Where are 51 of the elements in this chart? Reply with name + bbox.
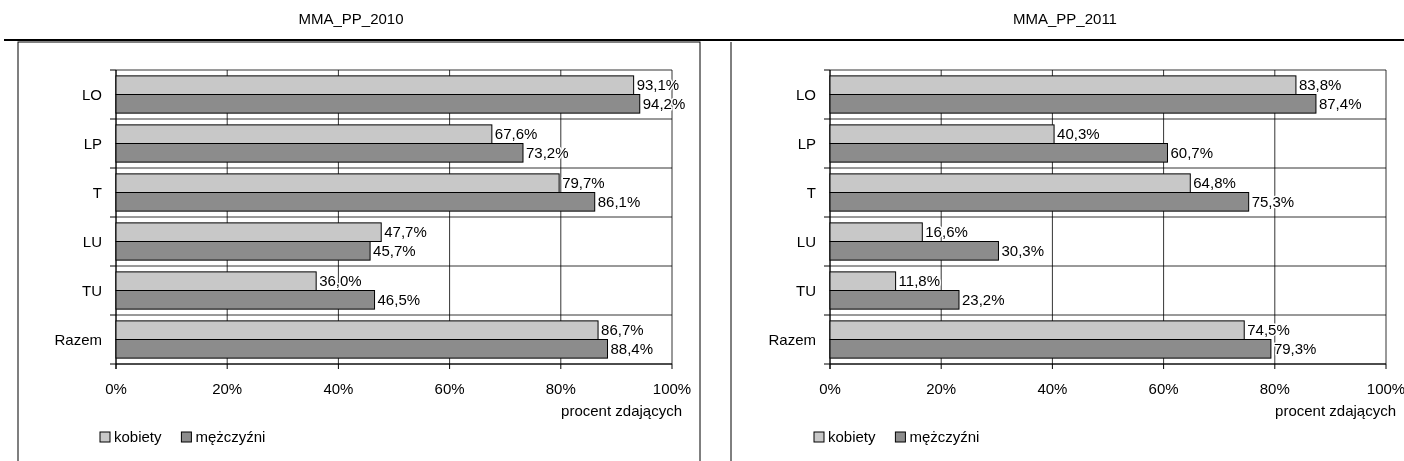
data-label: 86,7% [601, 321, 644, 339]
data-label: 88,4% [610, 339, 654, 357]
x-tick-label: 40% [323, 380, 354, 397]
chart-title: MMA_PP_2010 [298, 10, 404, 27]
y-tick-label: LO [81, 85, 102, 103]
data-label: 47,7% [384, 223, 427, 241]
x-tick-label: 0% [819, 380, 841, 397]
data-label: 94,2% [642, 94, 686, 112]
data-label: 79,7% [562, 174, 605, 192]
y-tick-label: Razem [54, 330, 102, 348]
chart-title: MMA_PP_2011 [1013, 10, 1117, 27]
data-label: 23,2% [961, 290, 1005, 308]
data-label: 40,3% [1057, 125, 1100, 143]
data-label: 64,8% [1193, 174, 1236, 192]
data-label: 11,8% [898, 272, 941, 290]
y-tick-label: T [806, 183, 816, 201]
data-label: 83,8% [1298, 76, 1342, 94]
x-tick-label: 20% [926, 380, 957, 397]
x-tick-label: 80% [1259, 380, 1290, 397]
x-tick-label: 0% [105, 380, 127, 397]
y-tick-label: LP [797, 134, 816, 152]
y-tick-label: Razem [768, 330, 816, 348]
data-label: 46,5% [377, 290, 421, 308]
x-tick-label: 60% [1148, 380, 1179, 397]
legend-label: kobiety [828, 428, 877, 445]
data-label: 60,7% [1170, 143, 1214, 161]
y-tick-label: LP [83, 134, 102, 152]
legend-label: mężczyźni [909, 428, 980, 445]
data-label: 30,3% [1001, 241, 1045, 259]
x-tick-label: 60% [434, 380, 465, 397]
data-label: 86,1% [597, 192, 641, 210]
y-tick-label: LU [796, 232, 816, 250]
x-tick-label: 100% [652, 380, 692, 397]
y-tick-label: T [92, 183, 102, 201]
data-label: 93,1% [636, 76, 680, 94]
y-tick-label: TU [82, 281, 102, 299]
x-axis-title: procent zdających [1275, 402, 1396, 419]
data-label: 16,6% [925, 223, 968, 241]
x-axis-title: procent zdających [561, 402, 682, 419]
x-tick-label: 100% [1366, 380, 1404, 397]
y-tick-label: LU [82, 232, 102, 250]
legend-label: mężczyźni [195, 428, 266, 445]
data-label: 87,4% [1318, 94, 1362, 112]
x-tick-label: 80% [545, 380, 576, 397]
x-tick-label: 40% [1037, 380, 1068, 397]
x-tick-label: 20% [212, 380, 243, 397]
data-label: 45,7% [373, 241, 416, 259]
y-tick-label: LO [795, 85, 816, 103]
data-label: 67,6% [494, 125, 538, 143]
y-tick-label: TU [796, 281, 816, 299]
legend-label: kobiety [114, 428, 163, 445]
